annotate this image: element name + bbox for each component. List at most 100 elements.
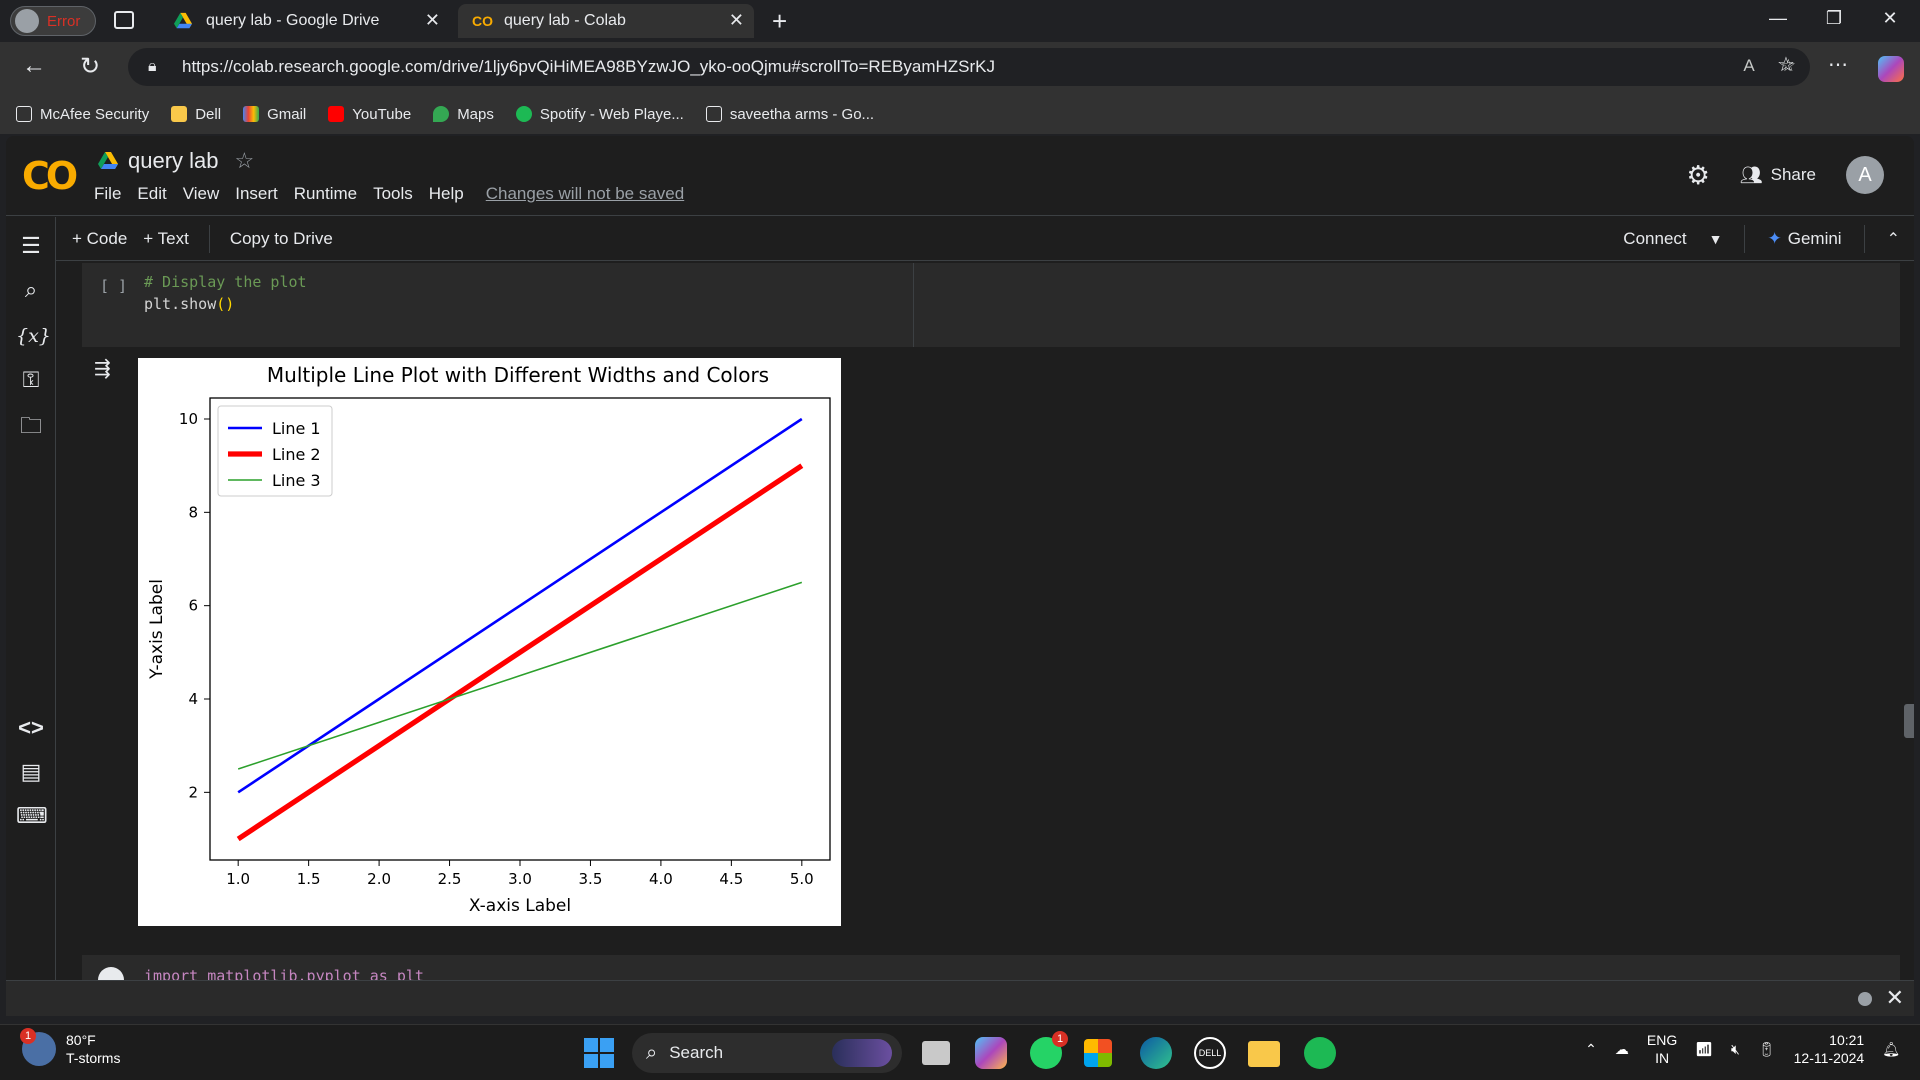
weather-storm-icon: 1 bbox=[20, 1028, 56, 1066]
y-tick-label: 8 bbox=[188, 503, 198, 521]
add-code-button[interactable]: + Code bbox=[72, 228, 128, 248]
y-tick-label: 6 bbox=[188, 597, 198, 615]
menu-bar: File Edit View Insert Runtime Tools Help… bbox=[94, 184, 684, 204]
wifi-icon[interactable]: 📶︎ bbox=[1695, 1040, 1714, 1057]
command-palette-icon[interactable]: ▤ bbox=[20, 759, 42, 784]
favorites-icon[interactable]: ☆ bbox=[1777, 54, 1795, 76]
search-icon: ⌕ bbox=[646, 1041, 658, 1064]
bookmark-saveetha[interactable]: saveetha arms - Go... bbox=[705, 106, 874, 123]
store-icon[interactable] bbox=[1084, 1039, 1112, 1067]
read-aloud-icon[interactable]: A bbox=[1743, 56, 1755, 75]
bookmark-dell[interactable]: Dell bbox=[171, 106, 221, 123]
bookmark-spotify[interactable]: Spotify - Web Playe... bbox=[515, 106, 684, 123]
star-icon[interactable]: ☆ bbox=[234, 148, 255, 173]
search-icon[interactable]: ⌕ bbox=[24, 277, 38, 302]
account-avatar[interactable]: A bbox=[1846, 156, 1884, 194]
collapse-chevron-icon[interactable]: ⌃ bbox=[1886, 231, 1900, 248]
x-axis-ticks: 1.0 1.5 2.0 2.5 3.0 3.5 4.0 4.5 5.0 bbox=[226, 860, 814, 888]
language-indicator[interactable]: ENG IN bbox=[1646, 1032, 1678, 1066]
tray-overflow-icon[interactable]: ⌃ bbox=[1585, 1040, 1597, 1057]
files-folder-icon[interactable]: 🗀 bbox=[19, 413, 42, 438]
url-field[interactable]: 🔒︎ https://colab.research.google.com/dri… bbox=[128, 48, 1810, 86]
back-icon[interactable]: ← bbox=[22, 52, 46, 79]
windows-taskbar: 1 80°F T-storms ⌕ Search 1 DELL ⌃ ☁ ENG … bbox=[0, 1024, 1920, 1080]
status-close-icon[interactable]: ✕ bbox=[1885, 985, 1904, 1010]
new-tab-icon[interactable]: + bbox=[772, 6, 788, 36]
connect-dropdown-icon[interactable]: ▼ bbox=[1708, 231, 1723, 247]
tab-colab[interactable]: CO query lab - Colab ✕ bbox=[458, 4, 754, 38]
taskbar-search[interactable]: ⌕ Search bbox=[632, 1033, 902, 1073]
weather-widget[interactable]: 1 80°F T-storms bbox=[20, 1028, 120, 1067]
colab-header: CO query lab ☆ File Edit View Insert Run… bbox=[6, 136, 1914, 216]
onedrive-icon[interactable]: ☁ bbox=[1614, 1040, 1629, 1057]
x-tick-label: 4.5 bbox=[719, 870, 743, 888]
copy-to-drive-button[interactable]: Copy to Drive bbox=[229, 228, 333, 248]
edge-icon[interactable] bbox=[1140, 1037, 1172, 1069]
terminal-icon[interactable]: ⌨ bbox=[16, 803, 48, 828]
code-snippets-icon[interactable]: <> bbox=[18, 715, 44, 740]
minimize-icon[interactable]: — bbox=[1769, 8, 1787, 28]
task-view-icon[interactable] bbox=[922, 1041, 950, 1065]
weather-temp: 80°F bbox=[66, 1032, 96, 1048]
tab-close-icon[interactable]: ✕ bbox=[424, 10, 440, 30]
notebook-scrollbar[interactable] bbox=[1904, 704, 1914, 738]
copilot-app-icon[interactable] bbox=[975, 1037, 1007, 1069]
restore-icon[interactable]: ❐ bbox=[1825, 8, 1843, 28]
bookmark-maps[interactable]: Maps bbox=[433, 106, 494, 123]
favorite-star-icon[interactable]: ☆ bbox=[1780, 56, 1796, 75]
menu-edit[interactable]: Edit bbox=[137, 184, 167, 203]
colab-logo[interactable]: CO bbox=[22, 154, 78, 198]
menu-file[interactable]: File bbox=[94, 184, 122, 203]
unsaved-notice[interactable]: Changes will not be saved bbox=[485, 184, 685, 203]
connect-button[interactable]: Connect bbox=[1623, 229, 1687, 248]
url-text: https://colab.research.google.com/drive/… bbox=[182, 57, 996, 76]
menu-help[interactable]: Help bbox=[428, 184, 464, 203]
header-actions: ⚙ 👥︎ Share A bbox=[1686, 156, 1884, 194]
series-line-2 bbox=[236, 463, 804, 842]
battery-icon[interactable]: 🔋︎ bbox=[1757, 1040, 1776, 1057]
menu-view[interactable]: View bbox=[182, 184, 220, 203]
menu-insert[interactable]: Insert bbox=[235, 184, 278, 203]
cell-code[interactable]: # Display the plot plt.show() bbox=[144, 271, 307, 315]
whatsapp-icon[interactable]: 1 bbox=[1030, 1031, 1068, 1069]
spotify-app-icon[interactable] bbox=[1304, 1037, 1336, 1069]
variables-icon[interactable]: {x} bbox=[16, 325, 51, 347]
x-tick-label: 3.5 bbox=[579, 870, 603, 888]
notebook-title[interactable]: query lab bbox=[128, 148, 219, 173]
reload-icon[interactable]: ↻ bbox=[79, 53, 101, 80]
cell-execution-count[interactable]: [ ] bbox=[100, 277, 128, 295]
google-drive-icon[interactable] bbox=[98, 152, 118, 170]
start-windows-icon[interactable] bbox=[584, 1038, 614, 1068]
more-options-icon[interactable]: ⋯ bbox=[1828, 54, 1848, 76]
copilot-icon[interactable] bbox=[1878, 56, 1904, 82]
chart-legend: Line 1 Line 2 Line 3 bbox=[217, 405, 333, 497]
bookmark-youtube[interactable]: YouTube bbox=[328, 106, 411, 123]
bookmark-mcafee[interactable]: McAfee Security bbox=[16, 106, 149, 123]
gemini-button[interactable]: ✦ Gemini bbox=[1767, 229, 1842, 248]
window-close-icon[interactable]: ✕ bbox=[1882, 8, 1898, 28]
code-cell[interactable]: [ ] # Display the plot plt.show() bbox=[82, 263, 1900, 347]
folder-icon bbox=[171, 106, 188, 122]
settings-gear-icon[interactable]: ⚙ bbox=[1686, 159, 1710, 190]
toolbar-divider bbox=[1863, 225, 1865, 253]
notebook-toolbar: + Code + Text Copy to Drive Connect ▼ ✦ … bbox=[56, 217, 1914, 261]
file-explorer-icon[interactable] bbox=[1248, 1041, 1280, 1067]
secrets-key-icon[interactable]: ⚿ bbox=[22, 367, 40, 392]
notification-bell-icon[interactable]: 🔔︎ bbox=[1882, 1040, 1900, 1057]
bookmark-gmail[interactable]: Gmail bbox=[243, 106, 306, 123]
tab-google-drive[interactable]: query lab - Google Drive ✕ bbox=[160, 4, 450, 38]
output-actions-icon[interactable]: ⇶ bbox=[94, 358, 111, 380]
code-call: plt.show bbox=[144, 295, 217, 313]
share-button[interactable]: 👥︎ Share bbox=[1739, 164, 1816, 185]
menu-runtime[interactable]: Runtime bbox=[293, 184, 358, 203]
volume-muted-icon[interactable]: 🔇︎ bbox=[1731, 1040, 1740, 1057]
tab-actions-icon[interactable] bbox=[114, 11, 134, 29]
add-text-button[interactable]: + Text bbox=[143, 228, 189, 248]
x-tick-label: 3.0 bbox=[508, 870, 532, 888]
clock[interactable]: 10:21 12-11-2024 bbox=[1793, 1032, 1865, 1066]
profile-button[interactable]: Error bbox=[10, 6, 96, 36]
dell-icon[interactable]: DELL bbox=[1194, 1037, 1226, 1069]
table-of-contents-icon[interactable]: ☰ bbox=[21, 233, 41, 258]
menu-tools[interactable]: Tools bbox=[373, 184, 413, 203]
tab-close-icon[interactable]: ✕ bbox=[728, 10, 744, 30]
